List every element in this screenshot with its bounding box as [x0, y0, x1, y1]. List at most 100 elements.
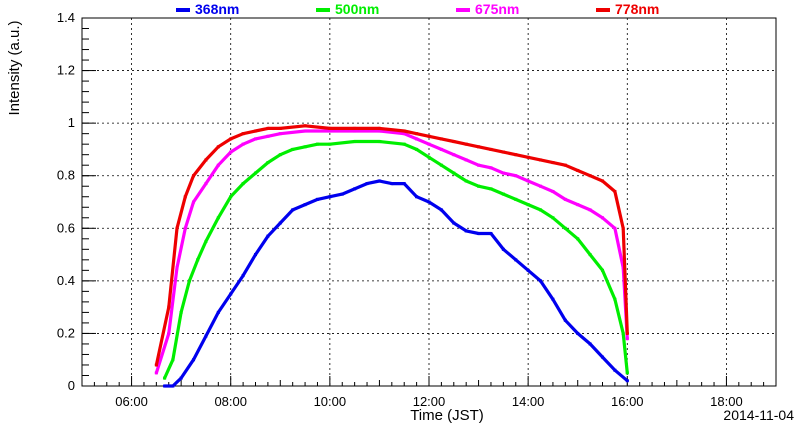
legend-swatch [176, 8, 190, 12]
data-point [353, 140, 357, 144]
data-point [266, 134, 270, 138]
data-point [539, 158, 543, 162]
y-axis-title: Intensity (a.u.) [6, 20, 23, 115]
data-point [588, 253, 592, 257]
data-point [452, 153, 456, 157]
data-point [576, 237, 580, 241]
data-point [489, 187, 493, 191]
data-point [477, 145, 481, 149]
data-point [477, 232, 481, 236]
y-tick-label: 1.2 [57, 63, 75, 78]
data-point [539, 184, 543, 188]
series-675nm [154, 129, 629, 375]
legend-item-675nm: 675nm [456, 1, 519, 17]
data-point [402, 182, 406, 186]
legend: 368nm 500nm 675nm 778nm [176, 1, 659, 17]
data-point [427, 134, 431, 138]
data-point [613, 226, 617, 230]
data-point [601, 268, 604, 272]
data-point [167, 331, 171, 335]
data-point [439, 137, 443, 141]
data-point [340, 192, 344, 196]
data-point [415, 132, 419, 136]
data-point [526, 179, 530, 183]
data-point [501, 171, 505, 175]
data-point [229, 137, 233, 141]
x-tick-label: 16:00 [611, 394, 644, 409]
data-point [183, 195, 187, 199]
x-tick-label: 18:00 [710, 394, 743, 409]
data-point [576, 203, 580, 207]
data-point [353, 187, 357, 191]
data-point [192, 200, 196, 204]
data-point [183, 226, 187, 230]
data-point [179, 310, 183, 314]
data-point [204, 158, 208, 162]
data-point [353, 126, 357, 130]
data-point [621, 226, 625, 230]
data-point [328, 126, 332, 130]
legend-item-500nm: 500nm [316, 1, 379, 17]
y-tick-label: 0.4 [57, 273, 75, 288]
data-point [501, 150, 505, 154]
axis-ticks [82, 17, 765, 387]
data-point [229, 150, 233, 154]
data-point [163, 376, 167, 380]
data-point [196, 258, 200, 262]
data-point [464, 179, 468, 183]
data-point [551, 297, 555, 301]
data-point [563, 163, 567, 167]
data-point [514, 197, 518, 201]
x-tick-label: 08:00 [214, 394, 247, 409]
series-line-778nm [154, 124, 629, 367]
data-point [179, 376, 183, 380]
data-point [303, 203, 307, 207]
data-point [477, 184, 481, 188]
data-point [526, 155, 530, 159]
data-point [229, 195, 233, 199]
data-point [315, 197, 319, 201]
legend-label: 368nm [195, 1, 239, 17]
data-point [551, 161, 555, 165]
data-point [439, 208, 443, 212]
data-point [278, 153, 282, 157]
legend-swatch [596, 8, 610, 12]
legend-item-368nm: 368nm [176, 1, 239, 17]
data-point [254, 137, 257, 141]
x-tick-label: 12:00 [413, 394, 446, 409]
data-point [613, 189, 617, 193]
data-point [489, 147, 493, 151]
series-368nm [163, 179, 629, 388]
data-point [563, 318, 567, 322]
y-tick-label: 0.2 [57, 325, 75, 340]
data-point [477, 163, 481, 167]
data-point [402, 142, 406, 146]
x-axis-title: Time (JST) [410, 407, 484, 424]
data-point [402, 129, 406, 133]
data-point [303, 145, 307, 149]
data-point [192, 174, 196, 178]
data-point [154, 363, 158, 367]
series-778nm [154, 124, 629, 367]
data-point [452, 171, 456, 175]
legend-swatch [456, 8, 470, 12]
date-label: 2014-11-04 [723, 407, 794, 423]
data-point [377, 126, 381, 130]
data-point [464, 142, 468, 146]
data-point [163, 384, 167, 388]
data-point [328, 195, 332, 199]
data-point [241, 132, 245, 136]
x-tick-label: 10:00 [314, 394, 347, 409]
y-tick-label: 1.4 [57, 10, 75, 25]
y-tick-label: 1 [68, 115, 75, 130]
data-point [601, 355, 604, 359]
data-point [353, 129, 357, 133]
data-point [171, 384, 175, 388]
y-tick-label: 0.6 [57, 220, 75, 235]
data-point [613, 297, 617, 301]
data-point [365, 182, 369, 186]
data-point [625, 379, 629, 383]
data-point [427, 200, 431, 204]
data-point [489, 166, 493, 170]
